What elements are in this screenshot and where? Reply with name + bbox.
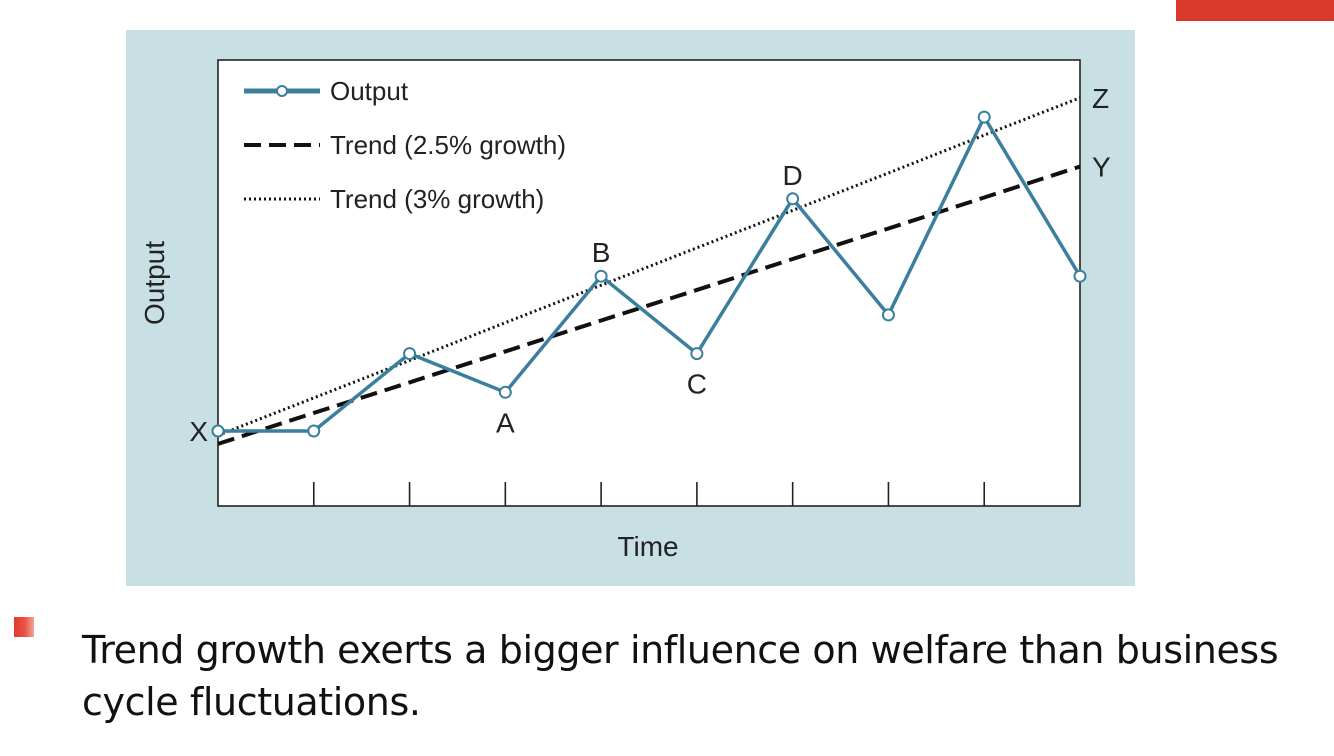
legend-item-trend-2-5: Trend (2.5% growth) [244, 130, 566, 160]
output-point-2 [403, 347, 417, 361]
output-point-1 [307, 424, 321, 438]
legend: Output Trend (2.5% growth) Trend (3% gro… [244, 76, 566, 214]
legend-label-trend-3: Trend (3% growth) [330, 184, 544, 214]
point-annotations: X A B C D Z Y [189, 83, 1111, 447]
series-line-0 [218, 115, 1082, 433]
x-axis-label: Time [617, 531, 678, 562]
annotation-z: Z [1092, 83, 1109, 114]
output-point-9 [1073, 269, 1087, 283]
legend-item-trend-3: Trend (3% growth) [244, 184, 544, 214]
output-point-4 [594, 269, 608, 283]
legend-label-trend-2-5: Trend (2.5% growth) [330, 130, 566, 160]
annotation-x: X [189, 416, 208, 447]
output-point-3 [498, 385, 512, 399]
output-point-0 [211, 424, 225, 438]
x-axis-ticks [312, 482, 986, 506]
bullet-text: Trend growth exerts a bigger influence o… [82, 628, 1279, 724]
series-layer [217, 96, 1082, 446]
annotation-c: C [687, 369, 707, 400]
annotation-d: D [783, 160, 803, 191]
y-axis-label: Output [139, 241, 170, 325]
accent-bar [1176, 0, 1334, 21]
output-markers [211, 110, 1087, 438]
square-bullet-icon [14, 617, 34, 637]
output-point-5 [690, 347, 704, 361]
plot-area [217, 59, 1081, 507]
output-point-7 [881, 308, 895, 322]
output-point-8 [977, 110, 991, 124]
legend-item-output: Output [244, 76, 409, 106]
series-line-2 [217, 96, 1081, 437]
legend-label-output: Output [330, 76, 409, 106]
legend-output-marker-icon [276, 85, 288, 97]
output-trend-chart: X A B C D Z Y Time Output Output Trend (2.5% g… [139, 59, 1111, 562]
output-point-6 [786, 192, 800, 206]
annotation-y: Y [1092, 152, 1111, 183]
annotation-a: A [496, 407, 515, 438]
annotation-b: B [592, 237, 611, 268]
